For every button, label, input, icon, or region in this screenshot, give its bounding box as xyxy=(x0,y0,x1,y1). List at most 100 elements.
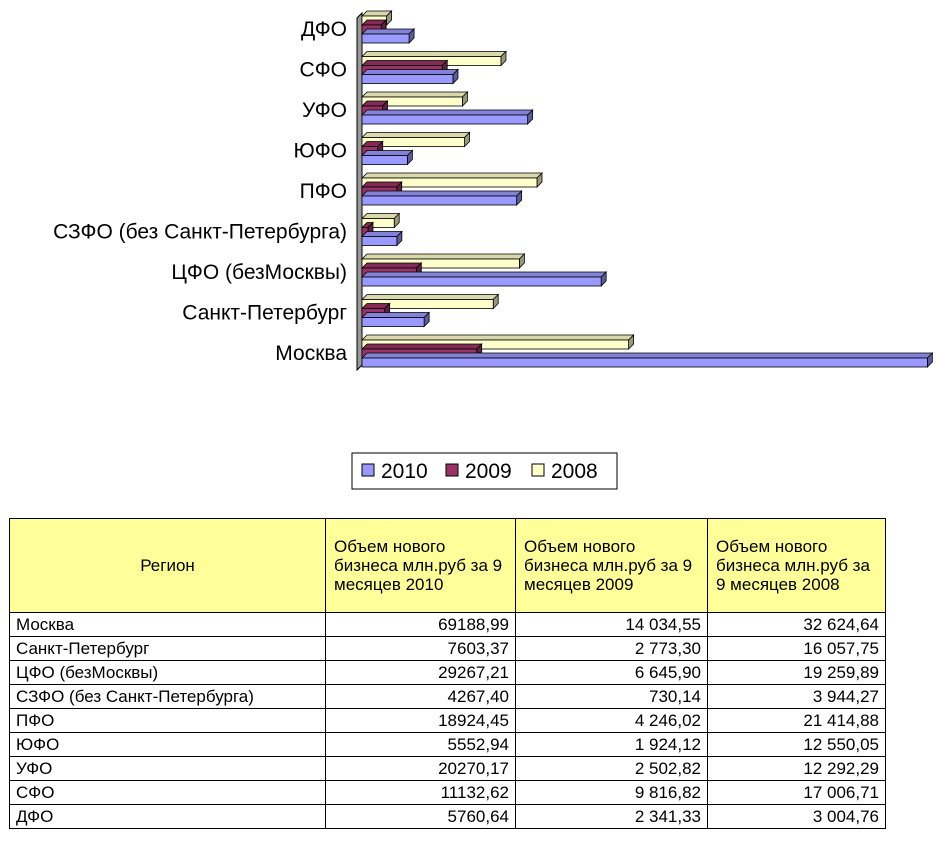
value-cell: 2 773,30 xyxy=(515,636,708,661)
region-cell: СФО xyxy=(9,780,326,805)
bar-2008 xyxy=(361,339,629,350)
legend-box xyxy=(351,452,618,490)
legend-label: 2009 xyxy=(465,460,512,483)
bar-top-2008 xyxy=(361,253,526,260)
value-cell: 32 624,64 xyxy=(707,612,886,637)
region-cell: ДФО xyxy=(9,804,326,829)
header-2008: Объем нового бизнеса млн.руб за 9 месяце… xyxy=(707,518,886,613)
region-cell: Москва xyxy=(9,612,326,637)
value-cell: 730,14 xyxy=(515,684,708,709)
value-cell: 2 341,33 xyxy=(515,804,708,829)
category-label: СЗФО (без Санкт-Петербурга) xyxy=(53,221,347,244)
bar-2008 xyxy=(361,96,463,107)
bar-2008 xyxy=(361,137,465,147)
value-cell: 4267,40 xyxy=(325,684,516,709)
bar-2010 xyxy=(361,236,398,246)
header-region: Регион xyxy=(9,518,326,613)
table-row: ЮФО 5552,94 1 924,12 12 550,05 xyxy=(9,732,886,757)
region-cell: ЦФО (безМосквы) xyxy=(9,660,326,685)
table-row: ДФО 5760,64 2 341,33 3 004,76 xyxy=(9,804,886,829)
bar-2008 xyxy=(361,258,520,269)
bar-2010 xyxy=(361,276,602,287)
bar-top-2008 xyxy=(361,334,635,341)
bar-top-2010 xyxy=(361,271,608,278)
bar-2010 xyxy=(361,74,454,84)
value-cell: 1 924,12 xyxy=(515,732,708,757)
table-row: СЗФО (без Санкт-Петербурга) 4267,40 730,14… xyxy=(9,684,886,709)
bar-2010 xyxy=(361,155,408,165)
table-row: ЦФО (безМосквы) 29267,21 6 645,90 19 259,89 xyxy=(9,660,886,685)
value-cell: 69188,99 xyxy=(325,612,516,637)
bar-top-2010 xyxy=(361,190,523,197)
bar-2008 xyxy=(361,218,395,228)
axis-wall xyxy=(356,11,363,372)
bar-2010 xyxy=(361,114,529,125)
value-cell: 18924,45 xyxy=(325,708,516,733)
table-row: УФО 20270,17 2 502,82 12 292,29 xyxy=(9,756,886,781)
bar-top-2008 xyxy=(361,213,401,219)
bar-2008 xyxy=(361,177,538,188)
value-cell: 2 502,82 xyxy=(515,756,708,781)
value-cell: 29267,21 xyxy=(325,660,516,685)
bar-2010 xyxy=(361,317,425,327)
value-cell: 5760,64 xyxy=(325,804,516,829)
bar-top-2009 xyxy=(361,181,403,188)
bar-top-2010 xyxy=(361,231,403,237)
table-row: Москва 69188,99 14 034,55 32 624,64 xyxy=(9,612,886,637)
table-header-row: Регион Объем нового бизнеса млн.руб за 9… xyxy=(9,518,886,613)
region-cell: СЗФО (без Санкт-Петербурга) xyxy=(9,684,326,709)
bar-top-2008 xyxy=(361,294,500,300)
category-label: ПФО xyxy=(300,180,347,203)
legend-swatch-2009 xyxy=(445,463,459,477)
value-cell: 12 292,29 xyxy=(707,756,886,781)
value-cell: 16 057,75 xyxy=(707,636,886,661)
region-cell: ЮФО xyxy=(9,732,326,757)
bar-top-2010 xyxy=(361,312,431,318)
bar-top-2008 xyxy=(361,91,469,98)
bar-top-2010 xyxy=(361,28,416,35)
bar-top-2008 xyxy=(361,51,507,57)
bar-top-2009 xyxy=(361,343,483,350)
bar-2008 xyxy=(361,299,494,309)
value-cell: 17 006,71 xyxy=(707,780,886,805)
header-2009: Объем нового бизнеса млн.руб за 9 месяце… xyxy=(515,518,708,613)
value-cell: 7603,37 xyxy=(325,636,516,661)
value-cell: 19 259,89 xyxy=(707,660,886,685)
value-cell: 4 246,02 xyxy=(515,708,708,733)
category-label: ДФО xyxy=(301,18,347,41)
category-label: УФО xyxy=(302,99,347,122)
value-cell: 12 550,05 xyxy=(707,732,886,757)
value-cell: 20270,17 xyxy=(325,756,516,781)
bar-top-2010 xyxy=(361,352,934,359)
category-label: ЮФО xyxy=(293,140,347,163)
value-cell: 6 645,90 xyxy=(515,660,708,685)
legend-label: 2008 xyxy=(551,460,598,483)
value-cell: 14 034,55 xyxy=(515,612,708,637)
table-row: Санкт-Петербург 7603,37 2 773,30 16 057,75 xyxy=(9,636,886,661)
value-cell: 11132,62 xyxy=(325,780,516,805)
bar-top-2008 xyxy=(361,172,543,179)
value-cell: 21 414,88 xyxy=(707,708,886,733)
bar-chart: ДФО СФО УФО ЮФО ПФО СЗФО (без Санкт-Петербург… xyxy=(53,10,934,490)
bar-top-2010 xyxy=(361,69,459,75)
region-cell: ПФО xyxy=(9,708,326,733)
category-label: СФО xyxy=(300,59,347,82)
bar-2010 xyxy=(361,33,410,44)
bar-top-2008 xyxy=(361,132,471,138)
region-cell: УФО xyxy=(9,756,326,781)
legend-label: 2010 xyxy=(381,460,428,483)
value-cell: 9 816,82 xyxy=(515,780,708,805)
value-cell: 3 004,76 xyxy=(707,804,886,829)
category-label: Санкт-Петербург xyxy=(182,302,347,325)
value-cell: 5552,94 xyxy=(325,732,516,757)
bar-top-2009 xyxy=(361,262,423,269)
header-2010: Объем нового бизнеса млн.руб за 9 месяце… xyxy=(325,518,516,613)
category-label: Москва xyxy=(275,342,347,365)
bar-top-2009 xyxy=(361,60,449,66)
legend-swatch-2010 xyxy=(361,463,375,477)
table-row: СФО 11132,62 9 816,82 17 006,71 xyxy=(9,780,886,805)
bar-top-2010 xyxy=(361,109,534,116)
value-cell: 3 944,27 xyxy=(707,684,886,709)
bar-2010 xyxy=(361,357,928,368)
category-label: ЦФО (безМосквы) xyxy=(171,261,347,284)
